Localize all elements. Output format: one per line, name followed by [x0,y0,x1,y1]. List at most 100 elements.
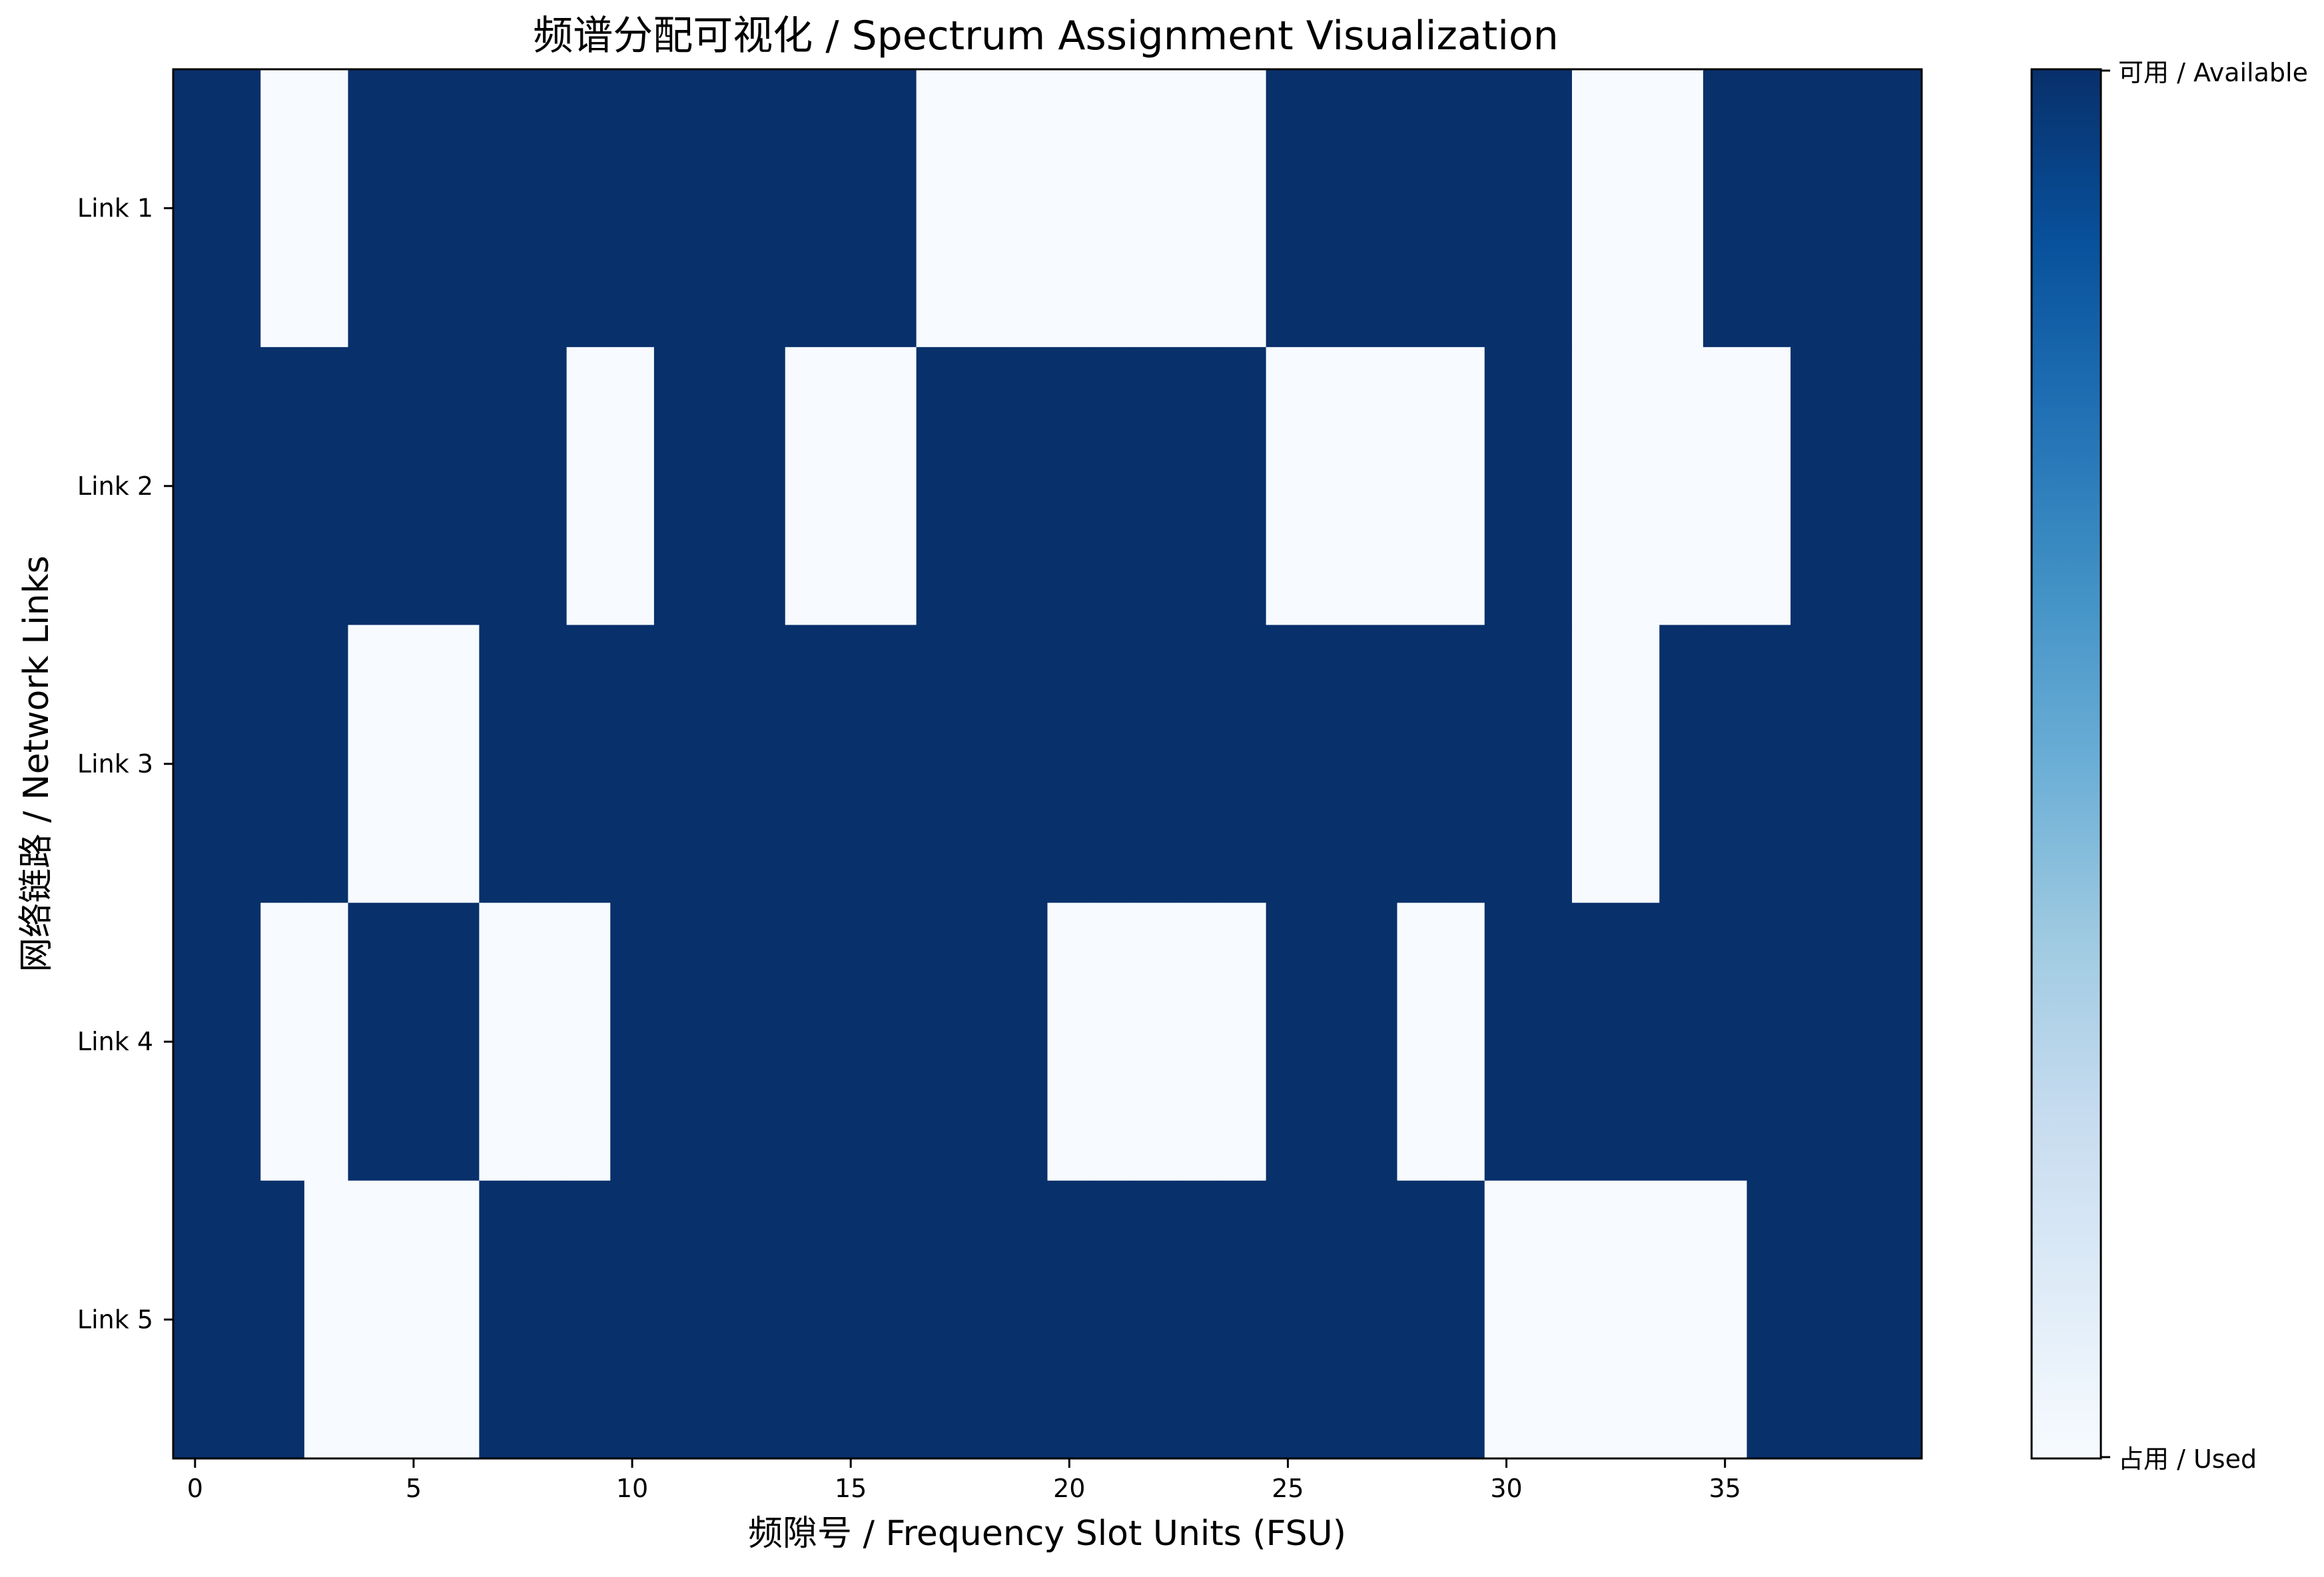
heatmap-cell-link2-slot38 [1834,347,1878,625]
heatmap-cells [173,69,1922,1459]
heatmap-cell-link5-slot8 [523,1180,568,1459]
heatmap-cell-link3-slot33 [1615,625,1660,904]
heatmap-cell-link3-slot36 [1746,625,1791,904]
heatmap-cell-link5-slot29 [1441,1180,1485,1459]
heatmap-cell-link4-slot2 [260,902,305,1181]
heatmap-cell-link2-slot8 [523,347,568,625]
chart-title: 频谱分配可视化 / Spectrum Assignment Visualizat… [533,13,1559,59]
heatmap-cell-link2-slot1 [216,347,261,625]
heatmap-cell-link1-slot31 [1528,69,1573,348]
heatmap-cell-link1-slot29 [1441,69,1485,348]
heatmap-cell-link1-slot28 [1397,69,1441,348]
heatmap-cell-link4-slot20 [1047,902,1092,1181]
heatmap-cell-link1-slot18 [960,69,1004,348]
heatmap-cell-link5-slot28 [1397,1180,1441,1459]
colorbar-top-label: 可用 / Available [2118,58,2308,87]
heatmap-cell-link5-slot19 [1003,1180,1048,1459]
heatmap-cell-link2-slot33 [1615,347,1660,625]
heatmap-cell-link5-slot11 [653,1180,699,1459]
heatmap-cell-link4-slot25 [1266,902,1310,1181]
heatmap-cell-link4-slot4 [348,902,392,1181]
heatmap-cell-link3-slot20 [1047,625,1092,904]
x-tick-label: 0 [187,1474,203,1503]
heatmap-cell-link4-slot36 [1746,902,1791,1181]
heatmap-cell-link1-slot21 [1091,69,1136,348]
heatmap-cell-link3-slot32 [1572,625,1617,904]
heatmap-cell-link2-slot31 [1528,347,1573,625]
y-tick-label: Link 3 [77,749,153,779]
heatmap-cell-link3-slot39 [1878,625,1922,904]
heatmap-cell-link2-slot27 [1353,347,1398,625]
heatmap-cell-link5-slot34 [1659,1180,1704,1459]
heatmap-cell-link4-slot1 [216,902,261,1181]
heatmap-cell-link5-slot38 [1834,1180,1878,1459]
heatmap-cell-link1-slot14 [785,69,829,348]
heatmap-cell-link5-slot17 [916,1180,961,1459]
heatmap-cell-link3-slot38 [1834,625,1878,904]
heatmap-cell-link3-slot14 [785,625,829,904]
heatmap-cell-link5-slot1 [216,1180,261,1459]
heatmap-cell-link1-slot25 [1266,69,1310,348]
heatmap-cell-link4-slot39 [1878,902,1922,1181]
x-tick-label: 20 [1053,1474,1085,1503]
heatmap-cell-link4-slot30 [1484,902,1529,1181]
heatmap-cell-link5-slot13 [741,1180,786,1459]
heatmap-cell-link2-slot34 [1659,347,1704,625]
heatmap-cell-link4-slot38 [1834,902,1878,1181]
heatmap-cell-link1-slot32 [1572,69,1617,348]
x-tick-label: 30 [1490,1474,1522,1503]
heatmap-cell-link3-slot5 [392,625,436,904]
heatmap-cell-link3-slot1 [216,625,261,904]
heatmap-cell-link1-slot38 [1834,69,1878,348]
heatmap-cell-link5-slot20 [1047,1180,1092,1459]
y-tick-label: Link 4 [77,1027,153,1056]
heatmap-cell-link4-slot33 [1615,902,1660,1181]
x-axis-label: 频隙号 / Frequency Slot Units (FSU) [748,1514,1346,1554]
heatmap-cell-link3-slot29 [1441,625,1485,904]
heatmap-cell-link4-slot24 [1222,902,1267,1181]
heatmap-cell-link1-slot24 [1222,69,1267,348]
heatmap-cell-link4-slot26 [1310,902,1354,1181]
heatmap-cell-link4-slot37 [1790,902,1835,1181]
heatmap-cell-link1-slot6 [435,69,480,348]
heatmap-cell-link1-slot13 [741,69,786,348]
heatmap-cell-link2-slot14 [785,347,829,625]
heatmap-cell-link4-slot8 [523,902,568,1181]
heatmap-cell-link3-slot4 [348,625,392,904]
heatmap-cell-link4-slot21 [1091,902,1136,1181]
heatmap-cell-link2-slot2 [260,347,305,625]
heatmap-cell-link1-slot35 [1703,69,1748,348]
heatmap-cell-link5-slot7 [479,1180,524,1459]
heatmap-cell-link2-slot4 [348,347,392,625]
heatmap-cell-link4-slot5 [392,902,436,1181]
heatmap-cell-link1-slot34 [1659,69,1704,348]
heatmap-cell-link4-slot32 [1572,902,1617,1181]
heatmap-cell-link2-slot18 [960,347,1004,625]
heatmap-cell-link5-slot27 [1353,1180,1398,1459]
heatmap-cell-link5-slot30 [1484,1180,1529,1459]
heatmap-cell-link4-slot12 [697,902,742,1181]
heatmap-cell-link5-slot26 [1310,1180,1354,1459]
heatmap-cell-link4-slot19 [1003,902,1048,1181]
heatmap-cell-link5-slot39 [1878,1180,1922,1459]
heatmap-cell-link5-slot6 [435,1180,480,1459]
heatmap-cell-link2-slot28 [1397,347,1441,625]
heatmap-cell-link2-slot23 [1178,347,1223,625]
heatmap-cell-link5-slot37 [1790,1180,1835,1459]
heatmap-cell-link4-slot0 [173,902,218,1181]
heatmap-cell-link2-slot37 [1790,347,1835,625]
heatmap-cell-link4-slot11 [653,902,699,1181]
heatmap-cell-link2-slot36 [1746,347,1791,625]
heatmap-cell-link5-slot33 [1615,1180,1660,1459]
heatmap-cell-link1-slot12 [697,69,742,348]
x-tick-label: 10 [616,1474,648,1503]
heatmap-cell-link1-slot37 [1790,69,1835,348]
heatmap-cell-link4-slot16 [873,902,917,1181]
y-tick-label: Link 2 [77,472,153,501]
heatmap-cell-link4-slot17 [916,902,961,1181]
heatmap-cell-link4-slot29 [1441,902,1485,1181]
heatmap-cell-link5-slot36 [1746,1180,1791,1459]
heatmap-cell-link1-slot7 [479,69,524,348]
heatmap-cell-link4-slot23 [1178,902,1223,1181]
heatmap-cell-link5-slot24 [1222,1180,1267,1459]
